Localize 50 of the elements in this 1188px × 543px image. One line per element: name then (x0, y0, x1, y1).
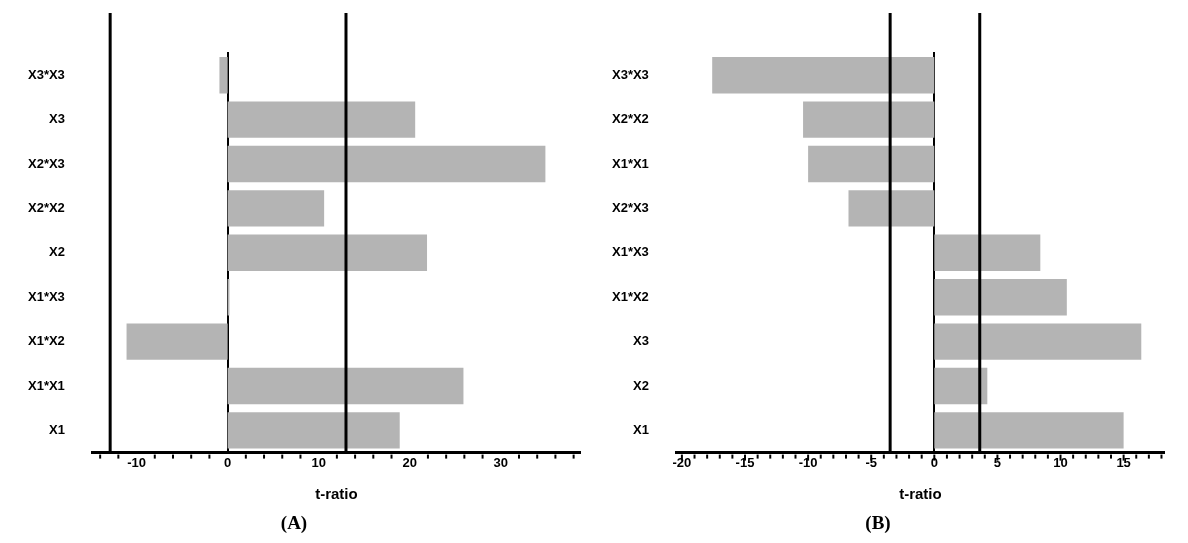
y-tick-label: X1*X1 (611, 155, 649, 171)
y-tick-label: X2*X2 (611, 111, 649, 127)
y-tick-label: X2*X3 (27, 155, 65, 171)
bar (227, 412, 400, 449)
bar (227, 101, 416, 138)
x-tick-label: 10 (311, 454, 326, 470)
bar (934, 323, 1142, 360)
bar (803, 101, 935, 138)
x-tick-label: 0 (224, 454, 232, 470)
bar (227, 234, 428, 271)
bar (934, 367, 988, 405)
bar (219, 57, 228, 94)
bar (934, 279, 1067, 316)
x-tick-label: -20 (672, 454, 692, 470)
bar (126, 323, 228, 360)
y-tick-label: X1 (48, 421, 65, 437)
bar (934, 234, 1041, 271)
y-tick-label: X3*X3 (27, 66, 65, 82)
y-tick-label: X1*X3 (611, 244, 649, 260)
x-tick-label: 30 (493, 454, 509, 470)
bar (227, 190, 325, 227)
x-tick-label: -10 (798, 454, 818, 470)
x-tick-label: -10 (127, 454, 146, 470)
x-tick-label: 5 (993, 454, 1002, 470)
x-axis-title: t-ratio (899, 485, 942, 503)
bar (712, 57, 935, 94)
y-tick-label: X1*X3 (27, 288, 65, 304)
x-tick-label: -15 (735, 454, 755, 470)
bar (227, 145, 546, 183)
y-tick-label: X3 (48, 111, 65, 127)
y-tick-label: X2*X3 (611, 199, 649, 215)
text: (B) (865, 511, 891, 534)
bar (227, 367, 464, 405)
x-axis-title: t-ratio (315, 485, 358, 503)
x-tick-label: 10 (1053, 454, 1068, 470)
y-tick-label: X1*X1 (27, 377, 65, 393)
y-tick-label: X3*X3 (611, 66, 649, 82)
text: (A) (280, 511, 308, 534)
y-tick-label: X2 (48, 244, 65, 260)
bar (934, 412, 1124, 449)
y-tick-label: X1 (632, 421, 649, 437)
y-tick-label: X1*X2 (611, 288, 649, 304)
y-tick-label: X1*X2 (27, 333, 65, 349)
y-tick-label: X3 (632, 333, 649, 349)
bar (848, 190, 935, 227)
x-tick-label: 20 (402, 454, 417, 470)
y-tick-label: X2 (632, 377, 649, 393)
bar (808, 145, 935, 183)
x-tick-label: 15 (1116, 454, 1131, 470)
y-tick-label: X2*X2 (27, 199, 65, 215)
